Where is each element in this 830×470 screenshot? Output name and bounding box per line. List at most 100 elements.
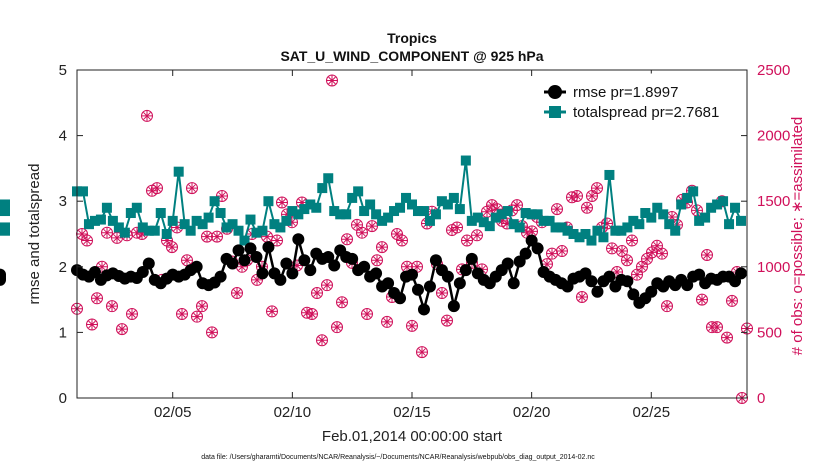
totalspread-point — [484, 221, 495, 232]
rmse-point — [256, 267, 269, 280]
obs-possible-point — [196, 300, 208, 313]
obs-assimilated-point — [437, 288, 447, 299]
rmse-point — [274, 273, 287, 286]
obs-assimilated-point — [587, 190, 597, 201]
totalspread-point — [365, 199, 376, 210]
chart-subtitle: SAT_U_WIND_COMPONENT @ 925 hPa — [280, 48, 543, 64]
obs-assimilated-point — [237, 261, 247, 272]
obs-possible-point — [371, 254, 383, 267]
obs-possible-point — [81, 234, 93, 247]
obs-possible-point — [316, 334, 328, 347]
obs-possible-point — [656, 247, 668, 260]
obs-assimilated-point — [362, 309, 372, 320]
totalspread-point — [299, 204, 310, 215]
obs-assimilated-point — [207, 327, 217, 338]
totalspread-point — [0, 225, 10, 236]
obs-possible-point — [376, 241, 388, 254]
obs-assimilated-point — [522, 227, 532, 238]
obs-assimilated-point — [407, 320, 417, 331]
obs-assimilated-point — [512, 200, 522, 211]
totalspread-point — [550, 222, 561, 233]
rmse-point — [465, 252, 478, 265]
totalspread-point — [119, 227, 130, 238]
obs-assimilated-point — [352, 219, 362, 230]
obs-possible-point — [361, 308, 373, 321]
totalspread-point — [562, 225, 573, 236]
obs-assimilated-point — [292, 260, 302, 271]
obs-assimilated-point — [612, 267, 622, 278]
obs-assimilated-point — [662, 301, 672, 312]
totalspread-point — [568, 229, 579, 239]
obs-assimilated-point — [182, 255, 192, 266]
obs-assimilated-point — [232, 288, 242, 299]
totalspread-point — [371, 209, 382, 220]
obs-assimilated-point — [497, 215, 507, 226]
totalspread-point — [191, 215, 202, 226]
rmse-point — [292, 233, 305, 246]
obs-assimilated-point — [697, 294, 707, 305]
rmse-point — [621, 275, 634, 288]
obs-possible-point — [311, 287, 323, 300]
obs-assimilated-point — [202, 231, 212, 242]
totalspread-point — [700, 212, 711, 223]
y-axis-right-label: # of obs: o=possible; ∗=assimilated — [789, 117, 806, 356]
obs-possible-point — [416, 346, 428, 359]
obs-possible-point — [141, 109, 153, 122]
totalspread-point — [215, 208, 226, 219]
obs-assimilated-point — [657, 248, 667, 259]
obs-possible-point — [191, 310, 203, 323]
rmse-point — [417, 303, 430, 316]
obs-assimilated-point — [87, 319, 97, 330]
totalspread-point — [664, 219, 675, 230]
obs-assimilated-point — [127, 309, 137, 320]
rmse-point — [346, 252, 359, 265]
obs-assimilated-point — [487, 200, 497, 211]
obs-assimilated-point — [617, 246, 627, 257]
rmse-point — [627, 288, 640, 301]
totalspread-point — [436, 196, 447, 207]
obs-assimilated-point — [297, 197, 307, 208]
obs-assimilated-point — [177, 309, 187, 320]
obs-assimilated-point — [302, 307, 312, 318]
obs-assimilated-point — [572, 190, 582, 201]
obs-assimilated-point — [287, 217, 297, 228]
totalspread-point — [227, 219, 238, 230]
totalspread-point — [430, 209, 441, 220]
rmse-point — [244, 242, 257, 255]
obs-assimilated-point — [167, 242, 177, 253]
x-tick-label: 02/10 — [274, 404, 312, 421]
totalspread-point — [389, 206, 400, 217]
totalspread-point — [101, 202, 112, 213]
obs-assimilated-point — [442, 315, 452, 326]
obs-assimilated-point — [97, 261, 107, 272]
x-tick-label: 02/15 — [393, 404, 431, 421]
rmse-point — [411, 283, 424, 296]
obs-assimilated-point — [702, 249, 712, 260]
totalspread-point — [287, 206, 298, 217]
obs-possible-point — [266, 305, 278, 318]
obs-assimilated-point — [607, 243, 617, 254]
totalspread-point — [652, 202, 663, 213]
totalspread-point — [556, 222, 567, 233]
totalspread-point — [263, 196, 274, 207]
rmse-point — [603, 270, 616, 283]
x-tick-label: 02/20 — [513, 404, 551, 421]
totalspread-point — [442, 199, 453, 210]
legend-box — [534, 73, 741, 127]
obs-possible-point — [556, 245, 568, 258]
obs-assimilated-point — [132, 227, 142, 238]
totalspread-point — [712, 199, 723, 210]
totalspread-point — [335, 209, 346, 220]
rmse-point — [226, 257, 239, 270]
obs-assimilated-point — [582, 202, 592, 213]
totalspread-point — [275, 222, 286, 233]
obs-possible-point — [116, 323, 128, 336]
rmse-point — [507, 277, 520, 290]
obs-assimilated-point — [652, 240, 662, 251]
totalspread-point — [544, 215, 555, 226]
obs-assimilated-point — [282, 209, 292, 220]
legend-rmse-marker — [548, 85, 562, 99]
obs-possible-point — [176, 308, 188, 321]
obs-assimilated-point — [637, 261, 647, 272]
totalspread-point — [658, 209, 669, 220]
